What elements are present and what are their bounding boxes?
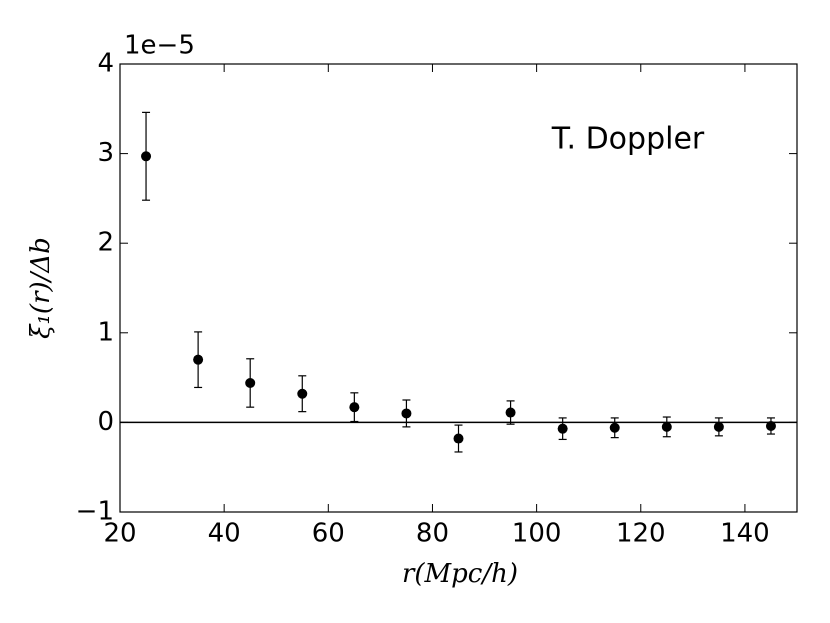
x-axis-label: r(Mpc/h) — [402, 559, 518, 589]
point — [765, 420, 776, 431]
x-tick-label: 100 — [512, 519, 562, 549]
plot-frame — [119, 63, 798, 513]
point — [713, 421, 724, 432]
point — [141, 151, 152, 162]
y-axis-label: ξ₁(r)/Δb — [26, 237, 56, 339]
point — [297, 388, 308, 399]
point — [193, 354, 204, 365]
y-tick-label: 2 — [97, 228, 114, 258]
point — [609, 422, 620, 433]
x-tick-label: 20 — [103, 519, 136, 549]
y-offset-label: 1e−5 — [124, 31, 195, 61]
point — [505, 407, 516, 418]
y-tick-label: 4 — [97, 49, 114, 79]
point — [453, 433, 464, 444]
y-tick-label: 0 — [97, 407, 114, 437]
point — [349, 402, 360, 413]
y-tick-label: 3 — [97, 138, 114, 168]
point — [245, 377, 256, 388]
point — [557, 423, 568, 434]
x-tick-label: 40 — [208, 519, 241, 549]
y-tick-label: −1 — [76, 497, 114, 527]
x-tick-label: 80 — [416, 519, 449, 549]
point — [661, 421, 672, 432]
x-tick-label: 60 — [312, 519, 345, 549]
x-tick-label: 120 — [616, 519, 666, 549]
x-tick-label: 140 — [720, 519, 770, 549]
point — [401, 408, 412, 419]
y-tick-label: 1 — [97, 317, 114, 347]
annotation: T. Doppler — [551, 122, 705, 157]
